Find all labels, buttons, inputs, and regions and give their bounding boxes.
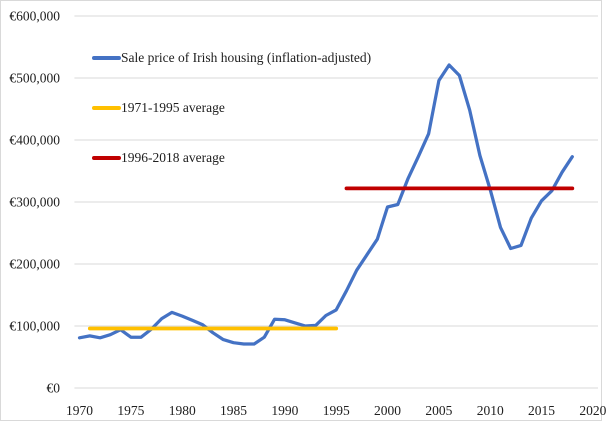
chart-legend: Sale price of Irish housing (inflation-a… <box>92 49 371 199</box>
x-axis-tick-label: 2005 <box>425 403 452 418</box>
y-axis-tick-label: €500,000 <box>9 71 60 86</box>
x-axis-tick-label: 2020 <box>579 403 606 418</box>
chart-frame <box>0 0 602 421</box>
y-axis-tick-label: €400,000 <box>9 133 60 148</box>
y-axis-tick-label: €100,000 <box>9 319 60 334</box>
legend-label-1996-2018-average: 1996-2018 average <box>121 150 225 165</box>
legend-item-1996-2018-average: 1996-2018 average <box>92 149 371 167</box>
x-axis-tick-label: 1975 <box>117 403 144 418</box>
legend-swatch-1996-2018-average <box>92 156 121 160</box>
y-axis-tick-label: €600,000 <box>9 9 60 24</box>
legend-label-1971-1995-average: 1971-1995 average <box>121 100 225 115</box>
x-axis-tick-label: 1985 <box>220 403 247 418</box>
x-axis-tick-label: 1990 <box>271 403 298 418</box>
legend-swatch-sale-price <box>92 56 121 60</box>
x-axis-tick-label: 2010 <box>477 403 504 418</box>
x-axis-tick-label: 1980 <box>169 403 196 418</box>
y-axis-tick-label: €200,000 <box>9 257 60 272</box>
legend-item-sale-price: Sale price of Irish housing (inflation-a… <box>92 49 371 67</box>
legend-item-1971-1995-average: 1971-1995 average <box>92 99 371 117</box>
y-axis-tick-label: €300,000 <box>9 195 60 210</box>
x-axis-tick-label: 1995 <box>323 403 350 418</box>
x-axis-tick-label: 2000 <box>374 403 401 418</box>
y-axis-tick-label: €0 <box>47 381 61 396</box>
x-axis-tick-label: 2015 <box>528 403 555 418</box>
x-axis-tick-label: 1970 <box>66 403 93 418</box>
legend-swatch-1971-1995-average <box>92 106 121 110</box>
legend-label-sale-price: Sale price of Irish housing (inflation-a… <box>121 50 372 65</box>
